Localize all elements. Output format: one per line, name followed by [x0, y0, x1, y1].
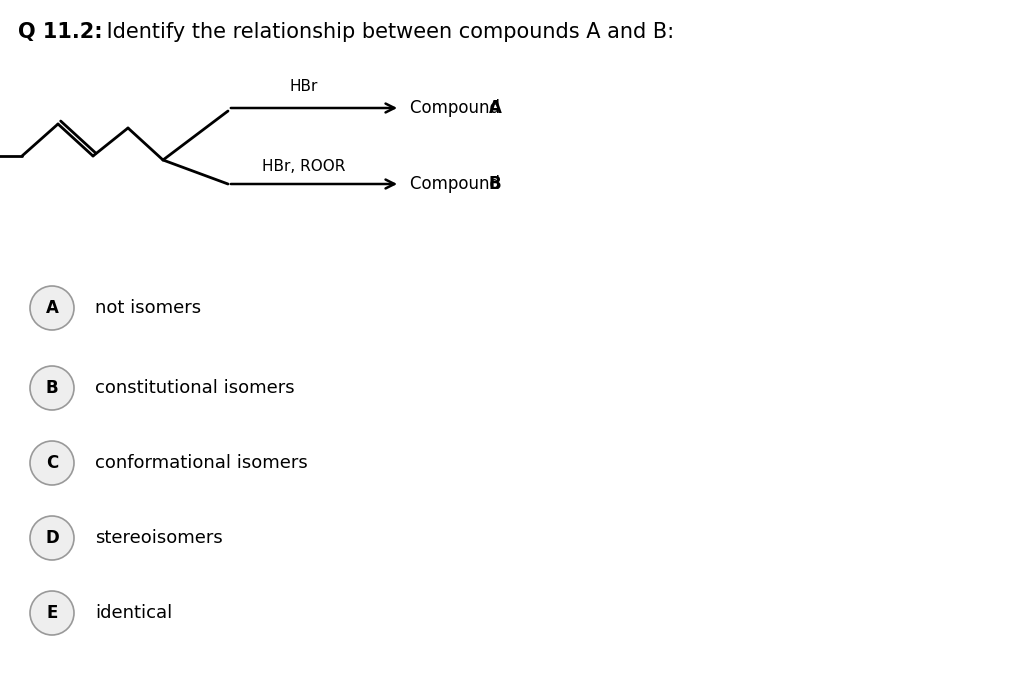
Text: B: B [489, 175, 502, 193]
Circle shape [30, 516, 74, 560]
Text: A: A [45, 299, 58, 317]
Circle shape [30, 366, 74, 410]
Text: not isomers: not isomers [95, 299, 201, 317]
Text: Identify the relationship between compounds A and B:: Identify the relationship between compou… [100, 22, 674, 42]
Text: stereoisomers: stereoisomers [95, 529, 223, 547]
Text: conformational isomers: conformational isomers [95, 454, 308, 472]
Text: identical: identical [95, 604, 172, 622]
Circle shape [30, 286, 74, 330]
Text: Compound: Compound [410, 175, 505, 193]
Text: Compound: Compound [410, 99, 505, 117]
Text: Q 11.2:: Q 11.2: [18, 22, 102, 42]
Text: constitutional isomers: constitutional isomers [95, 379, 295, 397]
Text: A: A [489, 99, 502, 117]
Text: E: E [46, 604, 57, 622]
Text: HBr, ROOR: HBr, ROOR [262, 159, 346, 174]
Text: D: D [45, 529, 58, 547]
Circle shape [30, 441, 74, 485]
Text: C: C [46, 454, 58, 472]
Circle shape [30, 591, 74, 635]
Text: B: B [46, 379, 58, 397]
Text: HBr: HBr [290, 79, 318, 94]
